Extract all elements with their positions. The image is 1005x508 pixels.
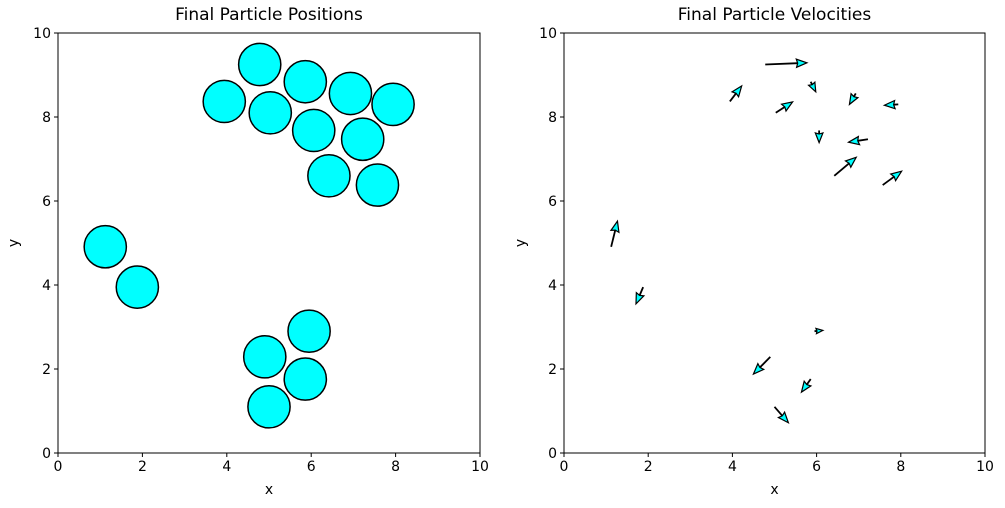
arrow-shaft bbox=[610, 229, 617, 247]
y-tick-label: 10 bbox=[539, 26, 557, 42]
particle-marker bbox=[287, 309, 331, 354]
y-tick-label: 8 bbox=[42, 110, 51, 126]
y-tick-label: 4 bbox=[548, 278, 557, 294]
velocity-arrow bbox=[833, 156, 858, 177]
arrow-head bbox=[814, 327, 825, 335]
x-tick-label: 0 bbox=[560, 459, 569, 475]
axes-frame bbox=[57, 32, 481, 454]
particle-marker bbox=[248, 90, 293, 135]
arrow-shaft bbox=[729, 92, 737, 103]
arrow-head bbox=[752, 362, 766, 376]
particle-marker bbox=[283, 357, 328, 401]
x-tick-label: 6 bbox=[307, 459, 316, 475]
y-tick-label: 6 bbox=[42, 194, 51, 210]
arrow-head bbox=[889, 170, 903, 183]
arrow-shaft bbox=[775, 106, 786, 114]
positions-plot: 0 2 4 6 8 10 0 2 4 6 8 10 bbox=[33, 26, 489, 475]
y-tick-label: 2 bbox=[42, 362, 51, 378]
particle-marker bbox=[291, 108, 336, 153]
arrow-head bbox=[848, 92, 860, 106]
velocity-arrow bbox=[882, 170, 903, 186]
velocity-arrow bbox=[635, 286, 646, 306]
x-tick-label: 4 bbox=[728, 459, 737, 475]
velocity-arrow bbox=[848, 92, 860, 106]
arrow-shaft bbox=[857, 138, 869, 142]
velocity-arrow bbox=[846, 135, 869, 146]
velocity-arrow bbox=[752, 356, 771, 376]
particle-marker bbox=[237, 42, 282, 87]
particle-marker bbox=[328, 71, 373, 116]
axes-frame bbox=[563, 32, 986, 454]
arrow-head bbox=[795, 58, 809, 69]
particle-marker bbox=[115, 265, 160, 309]
x-tick-label: 8 bbox=[896, 459, 905, 475]
arrow-head bbox=[882, 99, 897, 110]
particle-marker bbox=[242, 334, 287, 379]
x-tick-label: 10 bbox=[976, 459, 994, 475]
x-tick-label: 0 bbox=[54, 459, 63, 475]
arrow-head bbox=[807, 80, 817, 94]
particle-marker bbox=[83, 224, 128, 269]
particle-marker bbox=[247, 384, 291, 429]
particle-marker bbox=[340, 117, 385, 162]
arrow-head bbox=[844, 156, 858, 169]
arrow-shaft bbox=[765, 62, 798, 66]
y-tick-label: 2 bbox=[548, 362, 557, 378]
positions-xaxis-label: x bbox=[264, 482, 274, 498]
velocity-arrow bbox=[609, 219, 620, 247]
x-tick-label: 4 bbox=[222, 459, 231, 475]
x-tick-label: 2 bbox=[644, 459, 653, 475]
x-tick-label: 8 bbox=[391, 459, 400, 475]
arrow-shaft bbox=[882, 175, 895, 186]
x-tick-label: 6 bbox=[812, 459, 821, 475]
velocity-arrow bbox=[775, 100, 794, 114]
velocities-plot-title: Final Particle Velocities bbox=[677, 5, 872, 25]
velocities-xaxis-label: x bbox=[770, 482, 779, 498]
y-tick-label: 0 bbox=[548, 446, 557, 462]
positions-yaxis-label: y bbox=[6, 238, 22, 248]
positions-plot-title: Final Particle Positions bbox=[175, 5, 363, 25]
arrow-head bbox=[777, 410, 790, 425]
velocities-yaxis-label: y bbox=[513, 238, 529, 248]
arrow-shaft bbox=[759, 356, 771, 369]
velocities-plot: 0 2 4 6 8 10 0 2 4 6 8 10 bbox=[539, 26, 994, 475]
particle-marker bbox=[283, 59, 328, 104]
arrow-head bbox=[814, 131, 824, 145]
particle-marker bbox=[202, 79, 247, 124]
arrow-shaft bbox=[773, 406, 784, 417]
particle-marker bbox=[355, 163, 400, 207]
velocity-arrow bbox=[765, 58, 809, 69]
arrow-head bbox=[635, 291, 646, 306]
arrow-head bbox=[730, 84, 743, 99]
y-tick-label: 4 bbox=[42, 278, 51, 294]
y-tick-label: 10 bbox=[33, 26, 51, 42]
velocity-arrow bbox=[814, 130, 824, 145]
particle-marker bbox=[307, 153, 351, 198]
velocity-arrow bbox=[814, 327, 825, 335]
x-tick-label: 10 bbox=[471, 459, 489, 475]
arrow-head bbox=[609, 219, 620, 234]
velocity-arrow bbox=[800, 378, 813, 394]
arrow-head bbox=[780, 100, 794, 113]
velocity-arrow bbox=[773, 406, 790, 425]
arrow-shaft bbox=[833, 162, 850, 177]
velocity-arrow bbox=[807, 80, 817, 94]
y-tick-label: 0 bbox=[42, 446, 51, 462]
velocity-arrow bbox=[729, 84, 743, 103]
arrow-head bbox=[846, 135, 861, 146]
arrow-shaft bbox=[638, 286, 644, 296]
arrow-shaft bbox=[806, 378, 812, 386]
particle-marker bbox=[371, 82, 415, 127]
y-tick-label: 6 bbox=[548, 194, 557, 210]
y-tick-label: 8 bbox=[548, 110, 557, 126]
velocity-arrow bbox=[882, 99, 899, 110]
x-tick-label: 2 bbox=[138, 459, 147, 475]
arrow-head bbox=[800, 379, 813, 394]
